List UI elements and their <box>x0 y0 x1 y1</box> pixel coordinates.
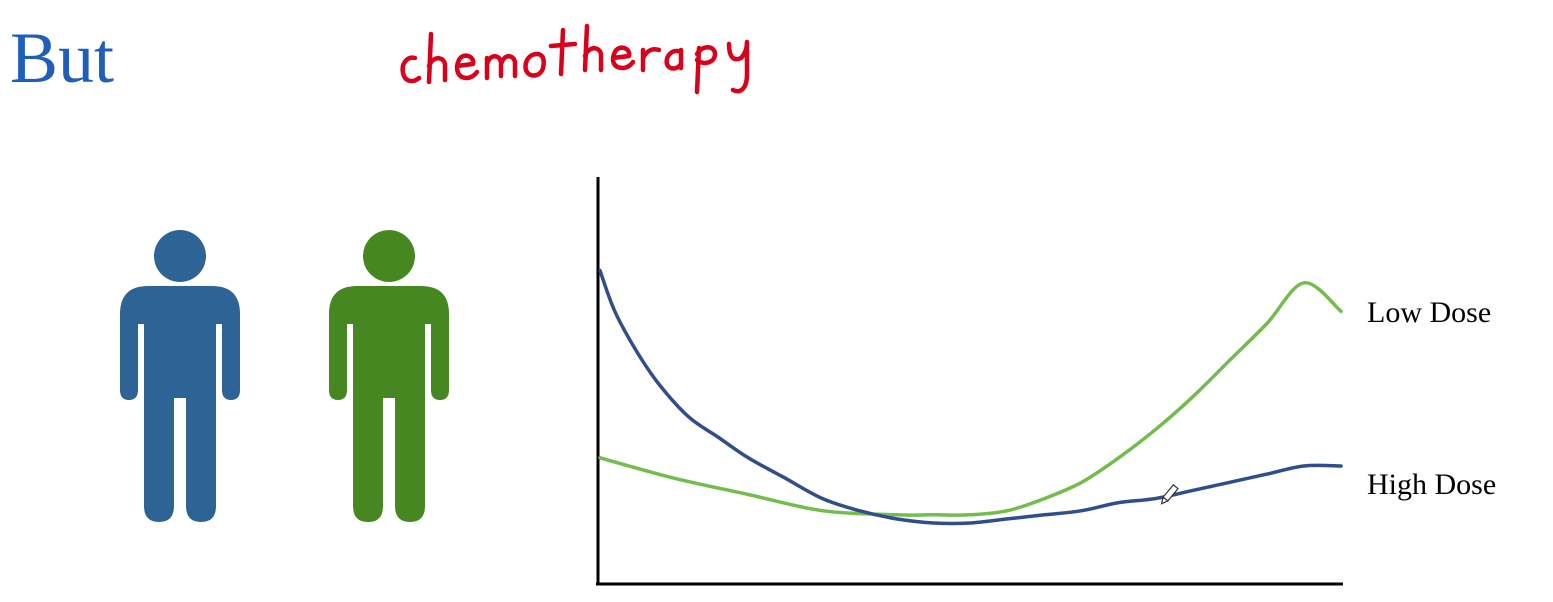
legend-label-low-dose: Low Dose <box>1367 296 1491 329</box>
slide-title: But <box>10 18 115 98</box>
handwritten-annotation <box>400 23 750 95</box>
series-line-high-dose <box>598 268 1343 526</box>
pen-cursor-icon <box>1160 484 1179 505</box>
series-line-low-dose <box>598 281 1343 517</box>
legend-label-high-dose: High Dose <box>1367 468 1496 501</box>
person-icon-blue <box>120 230 240 522</box>
person-icon-green <box>329 230 449 522</box>
